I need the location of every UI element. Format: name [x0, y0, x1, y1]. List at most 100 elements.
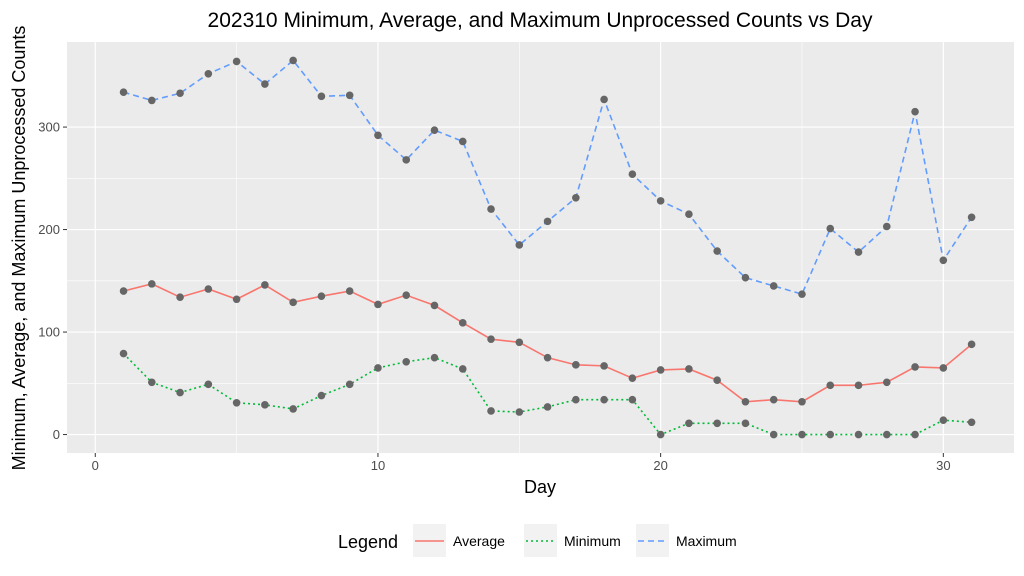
data-point-minimum — [458, 365, 467, 373]
data-point-maximum — [402, 156, 411, 164]
legend-label-average: Average — [453, 533, 505, 549]
data-point-maximum — [345, 91, 354, 100]
data-point-minimum — [204, 380, 213, 389]
data-point-average — [345, 287, 354, 295]
data-point-average — [374, 300, 382, 309]
x-axis-title: Day — [524, 477, 556, 497]
y-axis-title: Minimum, Average, and Maximum Unprocesse… — [9, 26, 29, 471]
data-point-minimum — [911, 430, 919, 439]
data-point-minimum — [656, 430, 665, 439]
data-point-maximum — [911, 107, 919, 116]
data-point-minimum — [967, 418, 976, 427]
legend-title: Legend — [338, 532, 398, 552]
data-point-average — [176, 293, 184, 302]
data-point-average — [911, 363, 919, 371]
data-point-minimum — [148, 378, 156, 387]
data-point-average — [487, 335, 495, 344]
x-axis-ticks: 0 10 20 30 — [92, 453, 951, 473]
y-tick-label: 0 — [53, 427, 60, 442]
data-point-maximum — [713, 247, 721, 255]
data-point-minimum — [261, 401, 269, 409]
data-point-minimum — [826, 430, 835, 439]
y-tick-label: 100 — [38, 325, 60, 340]
legend-label-maximum: Maximum — [676, 533, 737, 549]
data-point-minimum — [600, 395, 608, 404]
data-point-average — [826, 381, 835, 390]
data-point-maximum — [939, 256, 948, 265]
data-point-maximum — [967, 213, 976, 222]
data-point-average — [261, 281, 269, 289]
data-point-minimum — [543, 403, 552, 411]
data-point-maximum — [176, 89, 184, 98]
legend-label-minimum: Minimum — [564, 533, 621, 549]
data-point-maximum — [317, 92, 326, 101]
y-tick-label: 300 — [38, 120, 60, 135]
data-point-maximum — [572, 193, 580, 202]
data-point-minimum — [572, 395, 580, 404]
data-point-minimum — [176, 388, 184, 397]
data-point-average — [769, 395, 778, 404]
data-point-minimum — [882, 430, 891, 439]
data-point-minimum — [289, 405, 297, 413]
data-point-minimum — [798, 430, 806, 439]
data-point-average — [656, 366, 665, 374]
data-point-minimum — [713, 419, 721, 428]
data-point-average — [967, 340, 976, 349]
gridlines — [67, 42, 1014, 453]
data-point-minimum — [685, 419, 693, 428]
data-point-maximum — [543, 217, 552, 226]
plot-panel — [67, 42, 1014, 453]
data-point-average — [119, 287, 128, 295]
data-point-minimum — [119, 349, 128, 358]
data-point-minimum — [741, 419, 750, 428]
data-point-average — [713, 376, 721, 385]
data-point-average — [232, 295, 241, 304]
data-point-maximum — [798, 290, 806, 298]
data-point-maximum — [854, 248, 863, 256]
data-point-average — [289, 298, 297, 307]
data-point-minimum — [430, 353, 439, 362]
data-point-minimum — [487, 407, 495, 415]
data-point-minimum — [854, 430, 863, 439]
data-point-maximum — [204, 69, 213, 78]
data-point-maximum — [487, 205, 495, 213]
data-point-average — [430, 301, 439, 310]
data-point-average — [854, 381, 863, 390]
data-point-maximum — [119, 88, 128, 97]
data-point-minimum — [374, 364, 382, 372]
data-point-maximum — [656, 197, 665, 205]
data-point-maximum — [261, 80, 269, 88]
data-point-average — [572, 361, 580, 369]
y-axis-ticks: 0 100 200 300 — [38, 120, 67, 442]
data-point-average — [882, 378, 891, 387]
data-point-maximum — [515, 241, 524, 249]
data-point-maximum — [628, 170, 637, 179]
data-point-minimum — [939, 416, 948, 425]
data-point-maximum — [458, 137, 467, 146]
data-point-maximum — [769, 282, 778, 290]
x-tick-label: 0 — [92, 458, 99, 473]
legend: Legend Average Minimum Maximum — [338, 524, 737, 557]
data-point-minimum — [515, 408, 524, 416]
data-point-maximum — [600, 95, 608, 104]
data-point-minimum — [232, 398, 241, 407]
data-point-average — [939, 364, 948, 372]
x-tick-label: 10 — [371, 458, 385, 473]
data-point-average — [628, 374, 637, 382]
data-point-maximum — [685, 210, 693, 218]
data-point-average — [685, 365, 693, 373]
data-point-minimum — [317, 391, 326, 400]
chart-title: 202310 Minimum, Average, and Maximum Unp… — [208, 9, 873, 32]
data-point-maximum — [826, 224, 835, 233]
data-point-average — [543, 353, 552, 362]
data-point-average — [204, 285, 213, 293]
y-tick-label: 200 — [38, 222, 60, 237]
data-point-average — [458, 319, 467, 327]
data-point-average — [148, 280, 156, 288]
data-points — [119, 56, 976, 439]
data-point-maximum — [882, 222, 891, 231]
data-point-minimum — [628, 395, 637, 404]
data-point-average — [798, 397, 806, 406]
data-point-maximum — [430, 126, 439, 134]
